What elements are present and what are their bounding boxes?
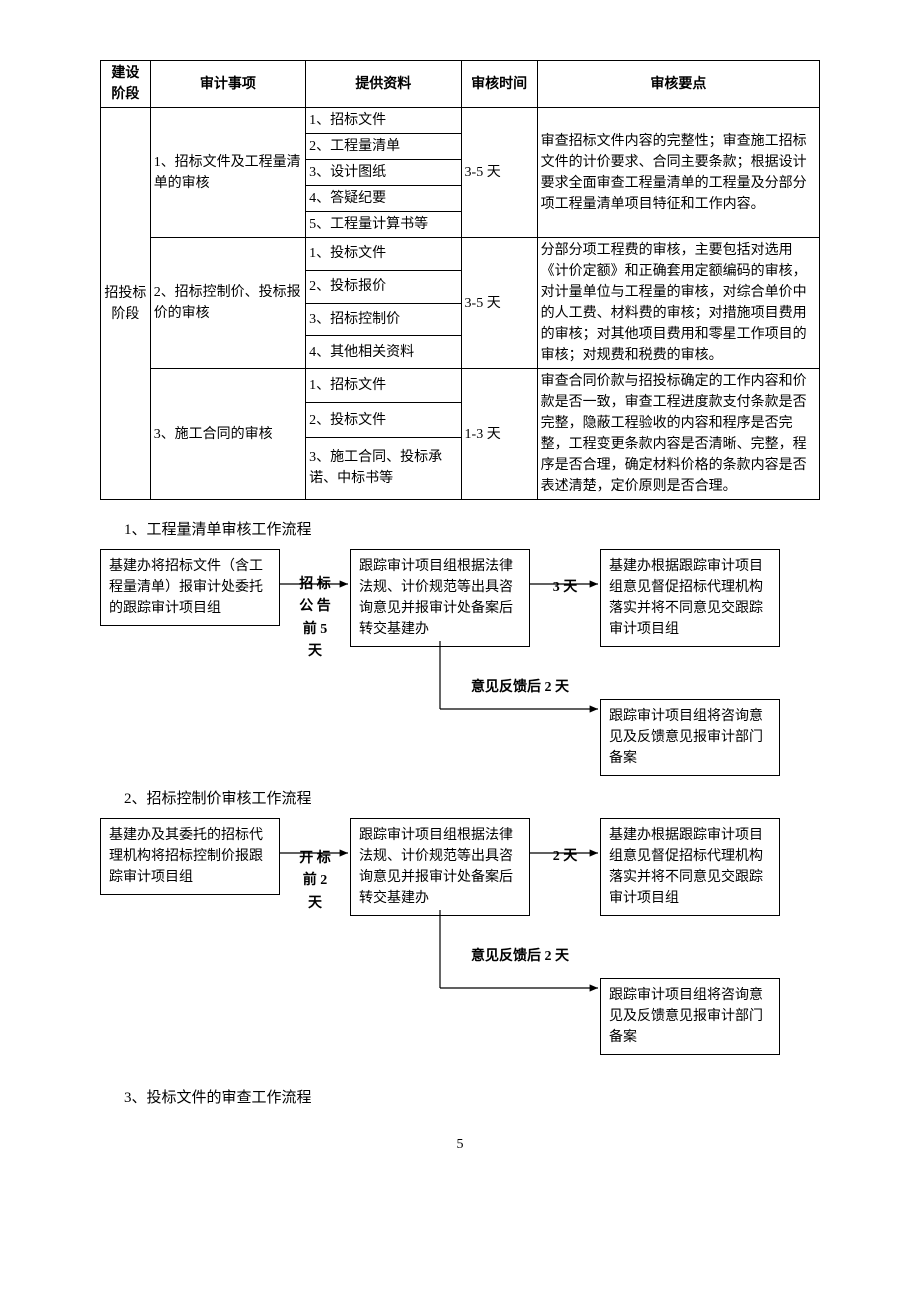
cell-keypoints: 分部分项工程费的审核，主要包括对选用《计价定额》和正确套用定额编码的审核，对计量… bbox=[537, 238, 819, 369]
flow-box: 基建办根据跟踪审计项目组意见督促招标代理机构落实并将不同意见交跟踪审计项目组 bbox=[600, 818, 780, 916]
cell-time: 1-3 天 bbox=[461, 369, 537, 500]
flow-box: 跟踪审计项目组根据法律法规、计价规范等出具咨询意见并报审计处备案后转交基建办 bbox=[350, 818, 530, 916]
th-keypoints: 审核要点 bbox=[537, 61, 819, 108]
cell-keypoints: 审查合同价款与招投标确定的工作内容和价款是否一致，审查工程进度款支付条款是否完整… bbox=[537, 369, 819, 500]
section2-title: 2、招标控制价审核工作流程 bbox=[124, 787, 820, 808]
flow-box: 跟踪审计项目组将咨询意见及反馈意见报审计部门备案 bbox=[600, 699, 780, 776]
flow-box: 跟踪审计项目组根据法律法规、计价规范等出具咨询意见并报审计处备案后转交基建办 bbox=[350, 549, 530, 647]
th-stage: 建设阶段 bbox=[101, 61, 151, 108]
flow-arrow-label: 招 标公 告前 5天 bbox=[290, 574, 340, 664]
cell-time: 3-5 天 bbox=[461, 108, 537, 238]
cell-material: 4、其他相关资料 bbox=[306, 336, 461, 369]
cell-material: 3、招标控制价 bbox=[306, 303, 461, 336]
cell-material: 1、招标文件 bbox=[306, 369, 461, 403]
flow-arrow-label: 3 天 bbox=[540, 577, 590, 599]
cell-stage: 招投标阶段 bbox=[101, 108, 151, 500]
cell-material: 2、投标报价 bbox=[306, 270, 461, 303]
flow-arrow-label: 意见反馈后 2 天 bbox=[455, 946, 585, 968]
cell-keypoints: 审查招标文件内容的完整性；审查施工招标文件的计价要求、合同主要条款；根据设计要求… bbox=[537, 108, 819, 238]
section1-title: 1、工程量清单审核工作流程 bbox=[124, 518, 820, 539]
table-row: 2、招标控制价、投标报价的审核 1、投标文件 3-5 天 分部分项工程费的审核，… bbox=[101, 238, 820, 271]
th-item: 审计事项 bbox=[150, 61, 305, 108]
cell-item: 2、招标控制价、投标报价的审核 bbox=[150, 238, 305, 369]
cell-material: 2、工程量清单 bbox=[306, 134, 461, 160]
cell-material: 4、答疑纪要 bbox=[306, 186, 461, 212]
th-time: 审核时间 bbox=[461, 61, 537, 108]
flow-arrow-label: 开 标前 2天 bbox=[290, 848, 340, 915]
th-materials: 提供资料 bbox=[306, 61, 461, 108]
cell-material: 2、投标文件 bbox=[306, 403, 461, 437]
page-number: 5 bbox=[100, 1137, 820, 1153]
table-header: 建设阶段 审计事项 提供资料 审核时间 审核要点 bbox=[101, 61, 820, 108]
cell-material: 3、设计图纸 bbox=[306, 160, 461, 186]
cell-material: 1、招标文件 bbox=[306, 108, 461, 134]
section3-title: 3、投标文件的审查工作流程 bbox=[124, 1086, 820, 1107]
table-row: 招投标阶段 1、招标文件及工程量清单的审核 1、招标文件 3-5 天 审查招标文… bbox=[101, 108, 820, 134]
cell-item: 3、施工合同的审核 bbox=[150, 369, 305, 500]
flowchart-2: 基建办及其委托的招标代理机构将招标控制价报跟踪审计项目组 开 标前 2天 跟踪审… bbox=[100, 818, 820, 1078]
flow-box: 基建办及其委托的招标代理机构将招标控制价报跟踪审计项目组 bbox=[100, 818, 280, 895]
cell-item: 1、招标文件及工程量清单的审核 bbox=[150, 108, 305, 238]
cell-material: 1、投标文件 bbox=[306, 238, 461, 271]
audit-table: 建设阶段 审计事项 提供资料 审核时间 审核要点 招投标阶段 1、招标文件及工程… bbox=[100, 60, 820, 500]
cell-material: 5、工程量计算书等 bbox=[306, 212, 461, 238]
cell-time: 3-5 天 bbox=[461, 238, 537, 369]
flow-arrow-label: 意见反馈后 2 天 bbox=[455, 677, 585, 699]
flow-box: 基建办将招标文件（含工程量清单）报审计处委托的跟踪审计项目组 bbox=[100, 549, 280, 626]
flow-box: 跟踪审计项目组将咨询意见及反馈意见报审计部门备案 bbox=[600, 978, 780, 1055]
flowchart-1: 基建办将招标文件（含工程量清单）报审计处委托的跟踪审计项目组 招 标公 告前 5… bbox=[100, 549, 820, 779]
flow-arrow-label: 2 天 bbox=[540, 846, 590, 868]
flow-box: 基建办根据跟踪审计项目组意见督促招标代理机构落实并将不同意见交跟踪审计项目组 bbox=[600, 549, 780, 647]
cell-material: 3、施工合同、投标承诺、中标书等 bbox=[306, 437, 461, 499]
table-row: 3、施工合同的审核 1、招标文件 1-3 天 审查合同价款与招投标确定的工作内容… bbox=[101, 369, 820, 403]
